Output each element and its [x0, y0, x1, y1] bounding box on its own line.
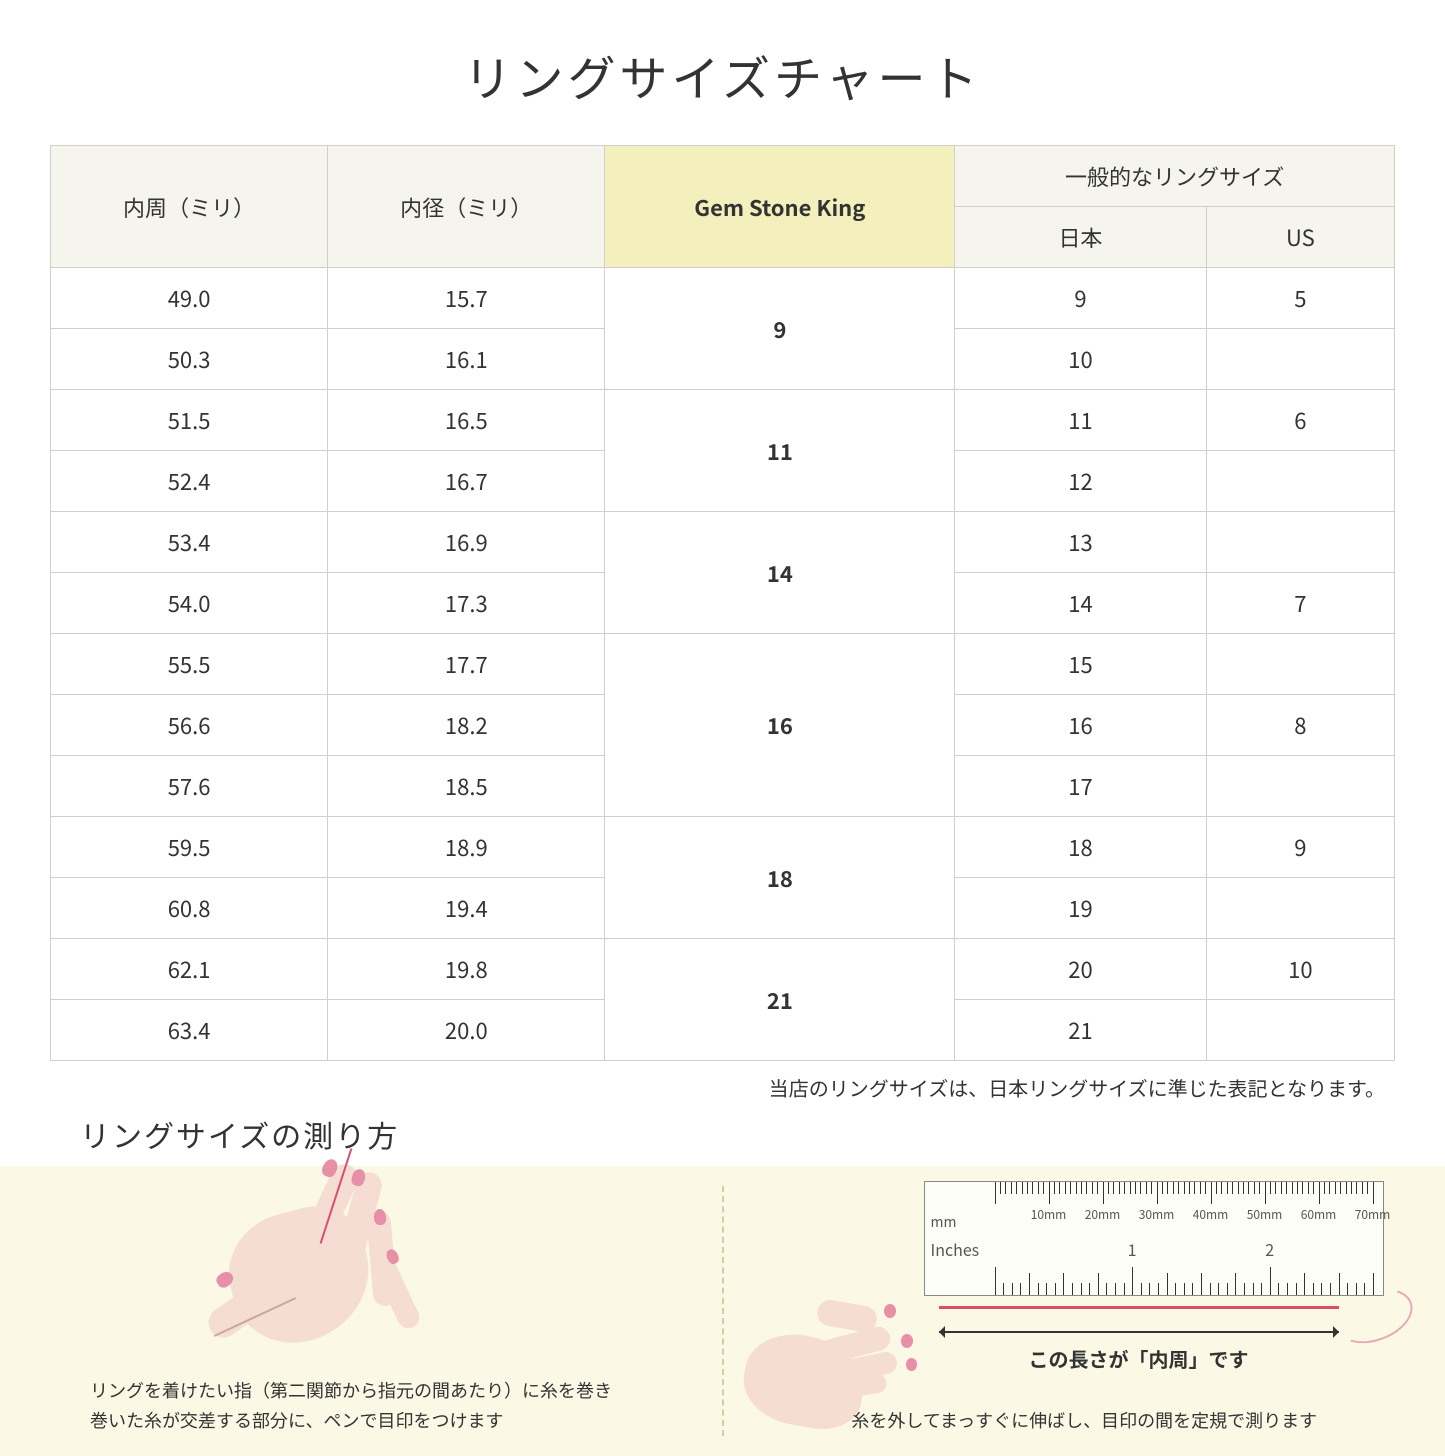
cell-japan: 11 — [955, 390, 1206, 451]
cell-circumference: 59.5 — [51, 817, 328, 878]
cell-gsk: 11 — [605, 390, 955, 512]
cell-diameter: 17.3 — [328, 573, 605, 634]
cell-gsk: 18 — [605, 817, 955, 939]
cell-diameter: 16.7 — [328, 451, 605, 512]
th-diameter: 内径（ミリ） — [328, 146, 605, 268]
cell-circumference: 62.1 — [51, 939, 328, 1000]
cell-circumference: 49.0 — [51, 268, 328, 329]
cell-circumference: 53.4 — [51, 512, 328, 573]
cell-us: 5 — [1206, 268, 1394, 329]
cell-us — [1206, 1000, 1394, 1061]
cell-circumference: 52.4 — [51, 451, 328, 512]
thread-line — [939, 1306, 1339, 1309]
table-note: 当店のリングサイズは、日本リングサイズに準じた表記となります。 — [50, 1073, 1395, 1102]
cell-circumference: 54.0 — [51, 573, 328, 634]
cell-diameter: 18.9 — [328, 817, 605, 878]
cell-us — [1206, 878, 1394, 939]
table-row: 53.416.91413 — [51, 512, 1395, 573]
cell-diameter: 19.4 — [328, 878, 605, 939]
cell-gsk: 21 — [605, 939, 955, 1061]
cell-us: 7 — [1206, 573, 1394, 634]
cell-diameter: 16.9 — [328, 512, 605, 573]
howto-step1: リングを着けたい指（第二関節から指元の間あたり）に糸を巻き巻いた糸が交差する部分… — [0, 1166, 722, 1456]
cell-japan: 13 — [955, 512, 1206, 573]
cell-us — [1206, 329, 1394, 390]
howto-step2: mm Inches 10mm20mm30mm40mm50mm60mm70mm12… — [724, 1166, 1445, 1456]
hand-illustration-1 — [170, 1151, 470, 1371]
ruler-mm-label: mm — [931, 1212, 957, 1232]
cell-japan: 9 — [955, 268, 1206, 329]
cell-circumference: 56.6 — [51, 695, 328, 756]
howto-panel: リングを着けたい指（第二関節から指元の間あたり）に糸を巻き巻いた糸が交差する部分… — [0, 1166, 1445, 1456]
cell-japan: 15 — [955, 634, 1206, 695]
cell-us — [1206, 512, 1394, 573]
cell-diameter: 19.8 — [328, 939, 605, 1000]
cell-diameter: 20.0 — [328, 1000, 605, 1061]
th-gsk: Gem Stone King — [605, 146, 955, 268]
cell-gsk: 9 — [605, 268, 955, 390]
howto-title: リングサイズの測り方 — [80, 1112, 1395, 1156]
cell-japan: 12 — [955, 451, 1206, 512]
ruler-in-label: Inches — [931, 1237, 980, 1261]
cell-circumference: 57.6 — [51, 756, 328, 817]
cell-circumference: 63.4 — [51, 1000, 328, 1061]
table-row: 62.119.8212010 — [51, 939, 1395, 1000]
cell-circumference: 50.3 — [51, 329, 328, 390]
cell-diameter: 17.7 — [328, 634, 605, 695]
table-row: 49.015.7995 — [51, 268, 1395, 329]
cell-diameter: 18.5 — [328, 756, 605, 817]
cell-us — [1206, 634, 1394, 695]
table-row: 59.518.918189 — [51, 817, 1395, 878]
cell-us: 9 — [1206, 817, 1394, 878]
table-row: 51.516.511116 — [51, 390, 1395, 451]
th-us: US — [1206, 207, 1394, 268]
cell-diameter: 18.2 — [328, 695, 605, 756]
cell-japan: 10 — [955, 329, 1206, 390]
arrow-label: この長さが「内周」です — [939, 1344, 1339, 1373]
cell-japan: 17 — [955, 756, 1206, 817]
th-general: 一般的なリングサイズ — [955, 146, 1395, 207]
cell-us — [1206, 451, 1394, 512]
size-table: 内周（ミリ） 内径（ミリ） Gem Stone King 一般的なリングサイズ … — [50, 145, 1395, 1061]
cell-japan: 19 — [955, 878, 1206, 939]
cell-japan: 21 — [955, 1000, 1206, 1061]
cell-us: 8 — [1206, 695, 1394, 756]
ruler-illustration: mm Inches 10mm20mm30mm40mm50mm60mm70mm12 — [924, 1181, 1384, 1296]
cell-us: 10 — [1206, 939, 1394, 1000]
cell-diameter: 16.5 — [328, 390, 605, 451]
measure-arrow — [939, 1331, 1339, 1333]
cell-us — [1206, 756, 1394, 817]
cell-gsk: 16 — [605, 634, 955, 817]
cell-gsk: 14 — [605, 512, 955, 634]
th-japan: 日本 — [955, 207, 1206, 268]
cell-japan: 20 — [955, 939, 1206, 1000]
cell-circumference: 51.5 — [51, 390, 328, 451]
cell-diameter: 15.7 — [328, 268, 605, 329]
table-row: 55.517.71615 — [51, 634, 1395, 695]
cell-japan: 16 — [955, 695, 1206, 756]
step2-caption: 糸を外してまっすぐに伸ばし、目印の間を定規で測ります — [724, 1405, 1445, 1436]
cell-japan: 14 — [955, 573, 1206, 634]
step1-caption: リングを着けたい指（第二関節から指元の間あたり）に糸を巻き巻いた糸が交差する部分… — [90, 1375, 692, 1436]
cell-diameter: 16.1 — [328, 329, 605, 390]
cell-japan: 18 — [955, 817, 1206, 878]
cell-circumference: 60.8 — [51, 878, 328, 939]
th-circumference: 内周（ミリ） — [51, 146, 328, 268]
cell-us: 6 — [1206, 390, 1394, 451]
page-title: リングサイズチャート — [50, 40, 1395, 110]
cell-circumference: 55.5 — [51, 634, 328, 695]
